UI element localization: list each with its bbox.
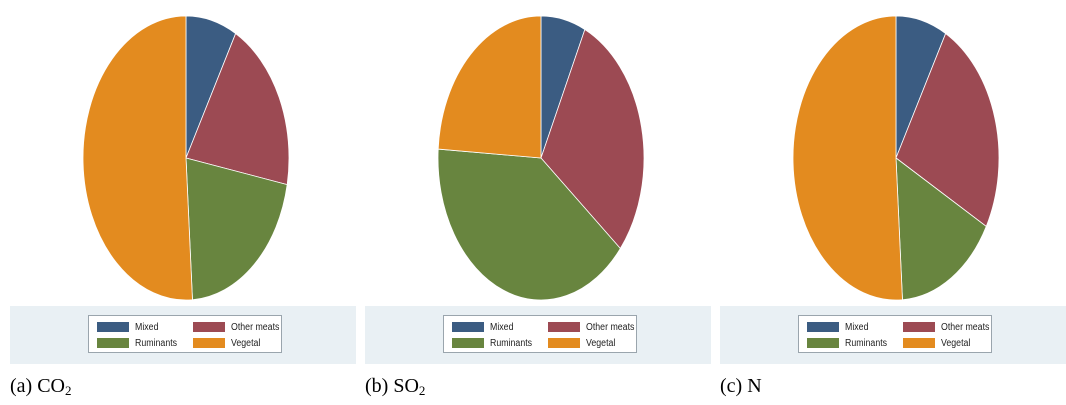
pie-chart-n [792,15,1000,301]
legend-label: Vegetal [586,337,616,349]
legend-label: Mixed [135,321,159,333]
legend-item-other-meats: Other meats [193,320,286,334]
pie-slice-vegetal [82,15,193,301]
legend-label: Ruminants [135,337,178,349]
chart-panel-n: Mixed Other meats Ruminants Vegetal [720,10,1066,364]
caption-co2: (a) CO2 [10,375,72,398]
legend-item-mixed: Mixed [807,320,872,334]
legend-label: Other meats [941,321,990,333]
legend-swatch [903,338,935,348]
pie-slice-vegetal [437,15,542,159]
legend-swatch [807,338,839,348]
legend-label: Ruminants [845,337,888,349]
legend-label: Other meats [231,321,280,333]
caption-n: (c) N [720,375,762,397]
legend-swatch [193,338,225,348]
legend-item-other-meats: Other meats [548,320,641,334]
legend-item-ruminants: Ruminants [97,336,183,350]
pie-slice-ruminants [437,148,621,301]
legend-swatch [193,322,225,332]
legend-item-ruminants: Ruminants [807,336,893,350]
chart-panel-so2: Mixed Other meats Ruminants Vegetal [365,10,711,364]
pie-chart-co2 [82,15,290,301]
legend-item-vegetal: Vegetal [548,336,619,350]
legend-item-mixed: Mixed [452,320,517,334]
legend-item-vegetal: Vegetal [903,336,974,350]
legend-label: Mixed [490,321,514,333]
legend-item-vegetal: Vegetal [193,336,264,350]
legend: Mixed Other meats Ruminants Vegetal [88,315,282,353]
legend-swatch [903,322,935,332]
legend-swatch [97,338,129,348]
legend-item-other-meats: Other meats [903,320,996,334]
pie-slice-ruminants [185,157,288,301]
legend-label: Other meats [586,321,635,333]
legend-swatch [548,322,580,332]
legend-label: Mixed [845,321,869,333]
pie-slice-other-meats [185,32,290,186]
caption-so2: (b) SO2 [365,375,426,398]
legend-label: Vegetal [941,337,971,349]
legend-swatch [452,338,484,348]
legend-label: Vegetal [231,337,261,349]
legend: Mixed Other meats Ruminants Vegetal [798,315,992,353]
legend-swatch [548,338,580,348]
legend-swatch [97,322,129,332]
legend-swatch [452,322,484,332]
legend-item-mixed: Mixed [97,320,162,334]
legend: Mixed Other meats Ruminants Vegetal [443,315,637,353]
pie-chart-so2 [437,15,645,301]
chart-panel-co2: Mixed Other meats Ruminants Vegetal [10,10,356,364]
pie-slice-other-meats [540,28,645,250]
legend-swatch [807,322,839,332]
legend-label: Ruminants [490,337,533,349]
pie-slice-ruminants [895,157,987,301]
pie-slice-vegetal [792,15,903,301]
legend-item-ruminants: Ruminants [452,336,538,350]
pie-slice-other-meats [895,32,1000,228]
